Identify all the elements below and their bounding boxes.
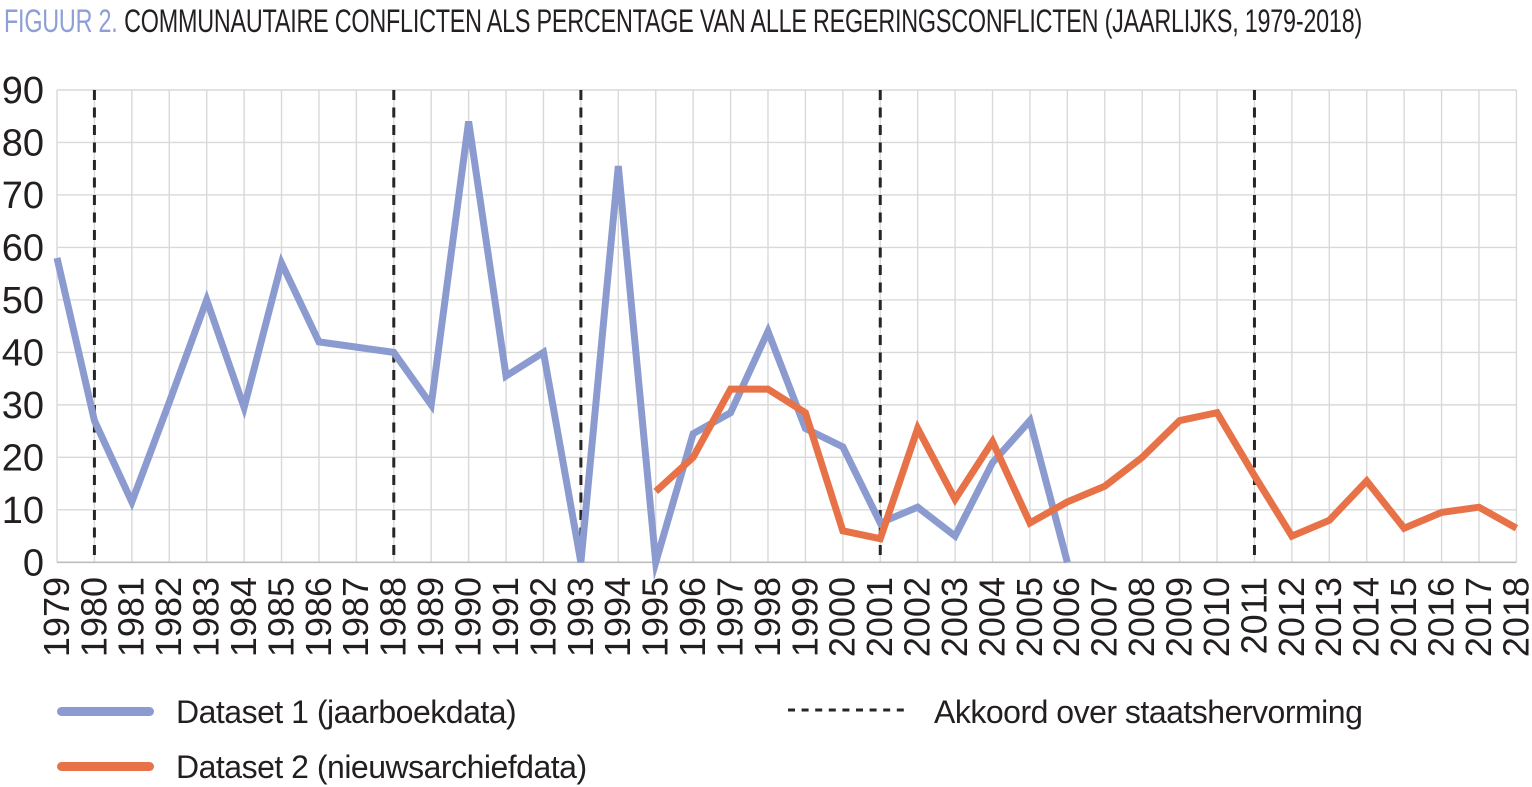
x-tick-label: 1983 (186, 577, 227, 657)
legend-label-reform: Akkoord over staatshervorming (934, 694, 1363, 730)
x-tick-label: 1981 (111, 577, 152, 657)
legend-swatch-dataset2 (57, 762, 154, 771)
x-tick-label: 1987 (335, 577, 376, 657)
y-tick-label: 20 (2, 437, 44, 479)
x-tick-label: 2000 (822, 577, 863, 657)
x-tick-label: 2006 (1046, 577, 1087, 657)
y-tick-label: 0 (23, 542, 44, 584)
x-tick-label: 2009 (1158, 577, 1199, 657)
x-tick-label: 2001 (859, 577, 900, 657)
x-tick-label: 2018 (1495, 577, 1532, 657)
y-tick-label: 70 (2, 175, 44, 217)
x-tick-label: 1982 (148, 577, 189, 657)
x-tick-label: 2005 (1009, 577, 1050, 657)
y-tick-label: 50 (2, 280, 44, 322)
x-tick-label: 1991 (485, 577, 526, 657)
x-tick-label: 2007 (1084, 577, 1125, 657)
x-tick-label: 1994 (597, 577, 638, 657)
y-tick-label: 60 (2, 227, 44, 269)
x-tick-label: 1979 (36, 577, 77, 657)
x-tick-label: 1984 (223, 577, 264, 657)
legend-swatch-dataset1 (57, 707, 154, 716)
x-tick-label: 2010 (1196, 577, 1237, 657)
x-tick-label: 1997 (709, 577, 750, 657)
figure-number: FIGUUR 2. (4, 3, 118, 39)
x-tick-label: 1985 (260, 577, 301, 657)
legend-label-dataset2: Dataset 2 (nieuwsarchiefdata) (176, 749, 587, 785)
x-tick-label: 2017 (1458, 577, 1499, 657)
y-tick-label: 10 (2, 490, 44, 532)
x-tick-label: 2008 (1121, 577, 1162, 657)
legend-label-dataset1: Dataset 1 (jaarboekdata) (176, 694, 517, 730)
x-tick-label: 2011 (1233, 577, 1274, 654)
legend-swatch-reform-dashed (788, 708, 906, 712)
x-tick-label: 1980 (73, 577, 114, 657)
x-tick-label: 1996 (672, 577, 713, 657)
x-tick-label: 1989 (410, 577, 451, 657)
x-tick-label: 1986 (298, 577, 339, 657)
y-tick-label: 90 (2, 70, 44, 112)
dataset2-line (653, 385, 1519, 543)
x-tick-label: 1999 (784, 577, 825, 657)
y-tick-label: 80 (2, 122, 44, 164)
x-tick-label: 2002 (897, 577, 938, 657)
x-tick-label: 1988 (373, 577, 414, 657)
x-tick-label: 2013 (1308, 577, 1349, 657)
x-tick-label: 1995 (635, 577, 676, 657)
x-tick-label: 1993 (560, 577, 601, 657)
x-tick-label: 1990 (448, 577, 489, 657)
x-tick-label: 2003 (934, 577, 975, 657)
x-tick-label: 1992 (522, 577, 563, 657)
figure-title-text: COMMUNAUTAIRE CONFLICTEN ALS PERCENTAGE … (124, 3, 1363, 39)
x-tick-label: 2004 (971, 577, 1012, 657)
x-tick-label: 2012 (1271, 577, 1312, 657)
x-tick-label: 2014 (1346, 577, 1387, 657)
dataset1-line (53, 120, 1071, 581)
line-chart: 0102030405060708090197919801981198219831… (2, 70, 1532, 657)
figure-title: FIGUUR 2. COMMUNAUTAIRE CONFLICTEN ALS PE… (4, 3, 1362, 39)
x-tick-label: 2015 (1383, 577, 1424, 657)
x-tick-label: 1998 (747, 577, 788, 657)
x-tick-label: 2016 (1420, 577, 1461, 657)
y-tick-label: 40 (2, 332, 44, 374)
y-tick-label: 30 (2, 385, 44, 427)
